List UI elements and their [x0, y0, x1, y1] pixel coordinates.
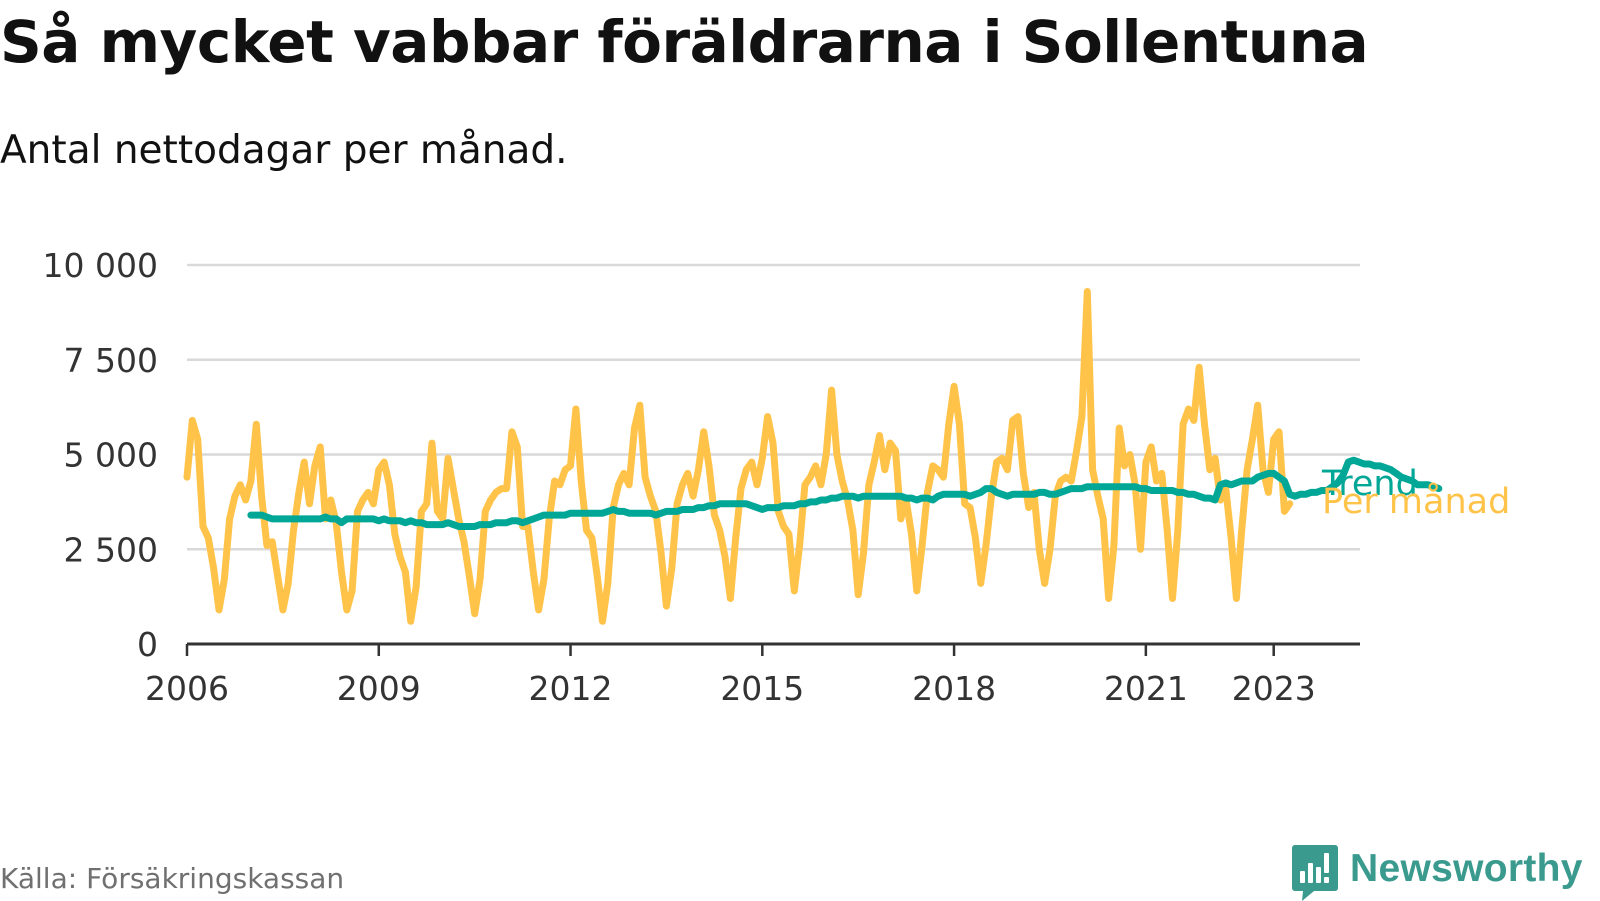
newsworthy-logo: Newsworthy	[1292, 845, 1592, 901]
y-tick-label: 7 500	[64, 341, 158, 380]
x-tick-label: 2012	[529, 669, 613, 708]
x-tick-label: 2015	[720, 669, 804, 708]
x-axis-ticks: 2006 2009 2012 2015 2018 2021 2023	[145, 644, 1316, 708]
chart-title: Så mycket vabbar föräldrarna i Sollentun…	[0, 8, 1369, 76]
x-tick-label: 2006	[145, 669, 229, 708]
source-note: Källa: Försäkringskassan	[0, 862, 345, 895]
x-tick-label: 2021	[1104, 669, 1188, 708]
x-tick-label: 2023	[1232, 669, 1316, 708]
y-tick-label: 10 000	[43, 246, 158, 285]
series-line-per-manad	[183, 288, 1294, 625]
series-label: Per månad	[1322, 481, 1510, 522]
brand-name: Newsworthy	[1350, 847, 1583, 890]
series-line-trend	[247, 456, 1443, 530]
newsworthy-chat-icon	[1292, 845, 1338, 901]
x-tick-label: 2009	[337, 669, 421, 708]
chart-subtitle: Antal nettodagar per månad.	[0, 128, 568, 173]
y-tick-label: 5 000	[64, 436, 158, 475]
series-label: Trend	[1321, 464, 1418, 504]
gridlines	[187, 263, 1360, 551]
y-tick-label: 2 500	[64, 530, 158, 569]
x-tick-label: 2018	[912, 669, 996, 708]
y-axis-tick-labels: 0 2 500 5 000 7 500 10 000	[43, 246, 158, 664]
y-tick-label: 0	[137, 625, 158, 664]
